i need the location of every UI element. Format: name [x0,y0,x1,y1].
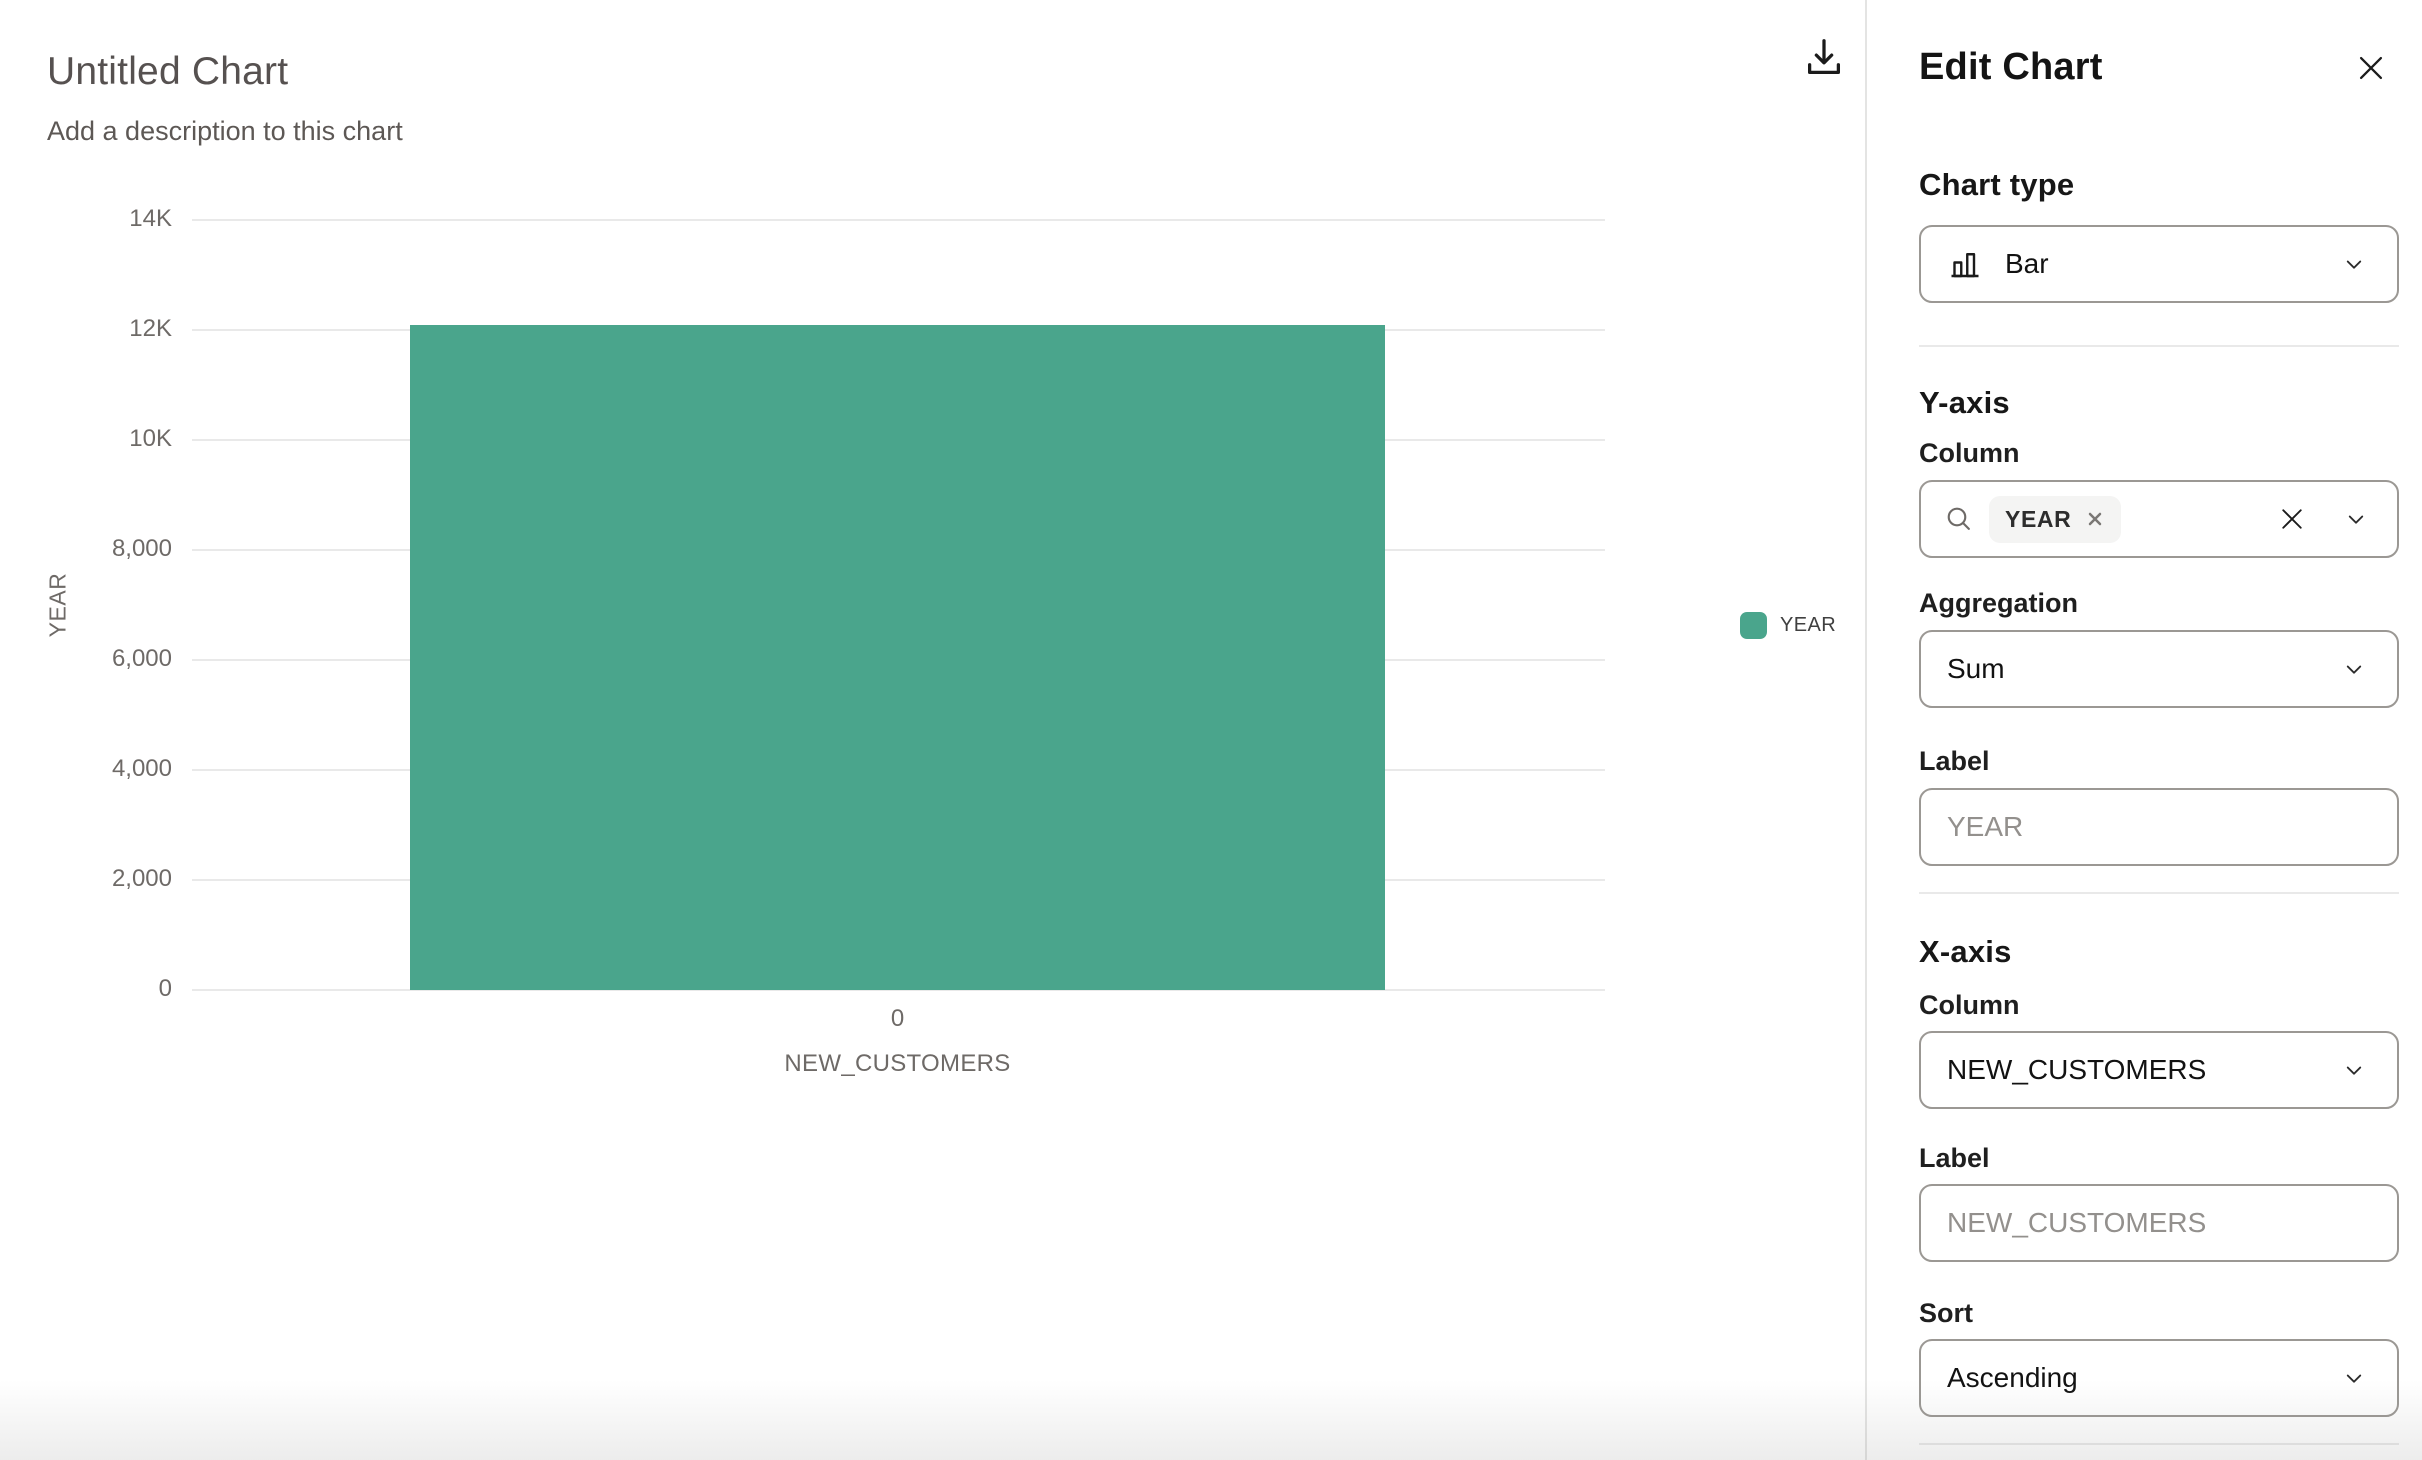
chevron-down-icon [2339,654,2369,684]
x-axis-label-label: Label [1919,1143,1990,1173]
sort-value: Ascending [1947,1362,2078,1393]
sort-select[interactable]: Ascending [1919,1339,2399,1417]
clear-selection-icon[interactable] [2277,504,2307,534]
aggregation-select[interactable]: Sum [1919,630,2399,708]
chart-type-select[interactable]: Bar [1919,225,2399,303]
divider [1919,345,2399,347]
y-axis-heading: Y-axis [1919,385,2010,420]
sort-label: Sort [1919,1298,1973,1328]
x-axis-title: NEW_CUSTOMERS [784,1050,1011,1077]
legend-label-year: YEAR [1780,614,1837,636]
x-axis-column-value: NEW_CUSTOMERS [1947,1054,2207,1085]
y-axis-tick-label: 2,000 [111,865,172,892]
bar-chart-plot: 0 2,000 4,000 6,000 8,000 10K 12K 14K YEAR 0 NE… [44,205,1605,1077]
chart-type-heading: Chart type [1919,167,2075,202]
x-axis-label-input[interactable] [1919,1184,2399,1262]
y-axis-tick-label: 6,000 [111,645,172,672]
search-icon [1943,503,1975,535]
x-axis-column-label: Column [1919,990,2020,1020]
chart-description-placeholder[interactable]: Add a description to this chart [47,116,403,146]
chevron-down-icon [2339,249,2369,279]
x-axis-tick-label: 0 [890,1005,905,1032]
y-axis-label-input[interactable] [1919,788,2399,866]
legend-swatch-year [1740,612,1767,639]
y-axis-tick-label: 4,000 [111,755,172,782]
legend: YEAR [1740,612,1836,639]
bar-year [410,324,1385,990]
divider [1919,892,2399,894]
y-axis-column-label: Column [1919,438,2020,468]
aggregation-label: Aggregation [1919,588,2078,618]
y-axis-title: YEAR [44,572,71,638]
gridline [192,219,1605,221]
chart-type-value: Bar [2005,248,2049,279]
y-axis-tick-label: 10K [129,425,172,452]
bar-chart-icon [1947,246,1983,282]
download-icon [1801,35,1847,81]
y-axis-label-label: Label [1919,746,1990,776]
y-axis-column-multiselect[interactable]: YEAR [1919,480,2399,558]
x-axis-column-select[interactable]: NEW_CUSTOMERS [1919,1031,2399,1109]
y-axis-tick-label: 0 [158,975,172,1002]
chevron-down-icon [2339,1055,2369,1085]
close-icon [2354,51,2388,85]
close-panel-button[interactable] [2351,48,2391,88]
x-axis-heading: X-axis [1919,934,2012,969]
chevron-down-icon [2339,1363,2369,1393]
panel-title: Edit Chart [1919,46,2103,88]
remove-chip-icon[interactable] [2085,509,2105,529]
y-axis-tick-label: 14K [129,205,172,232]
chip-label: YEAR [2005,505,2072,532]
chart-title[interactable]: Untitled Chart [47,50,289,93]
gridline [192,989,1605,991]
selected-column-chip-year: YEAR [1989,495,2122,543]
chart-canvas: Untitled Chart Add a description to this… [44,30,1852,1077]
download-button[interactable] [1796,30,1852,86]
chevron-down-icon [2341,504,2371,534]
y-axis-tick-label: 8,000 [111,535,172,562]
divider [1919,1443,2399,1445]
edit-chart-panel: Edit Chart Chart type Bar [1865,0,2422,1460]
y-axis-tick-label: 12K [129,315,172,342]
aggregation-value: Sum [1947,653,2005,684]
